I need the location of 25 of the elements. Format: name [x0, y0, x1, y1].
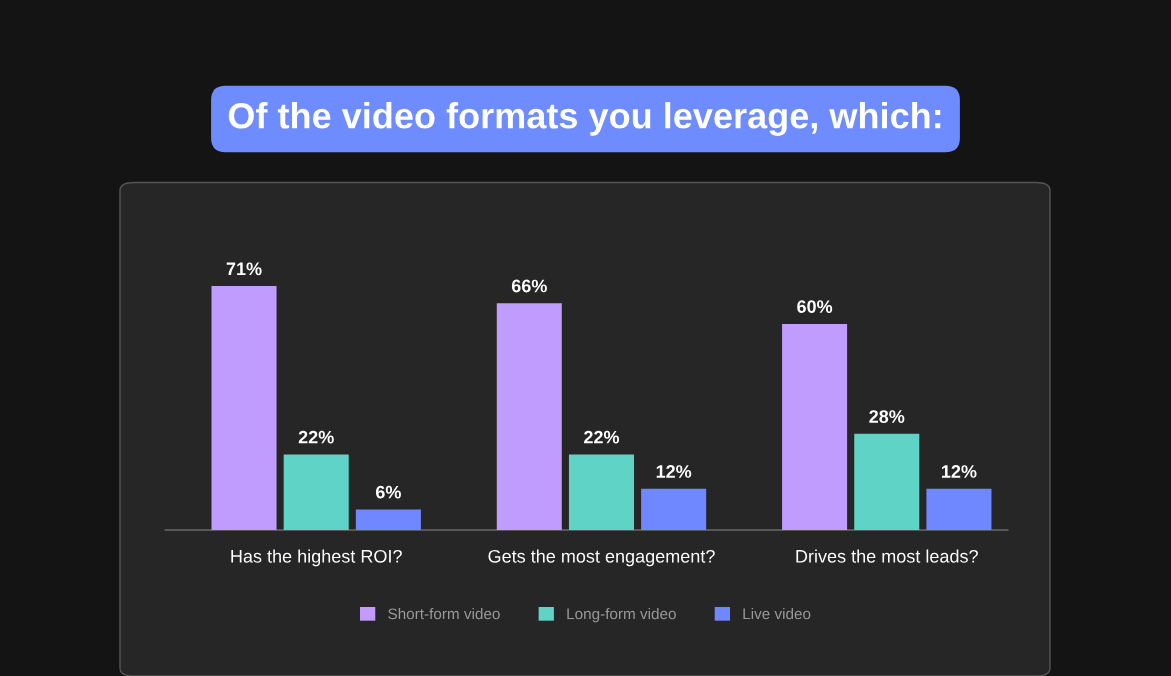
bar: [782, 323, 848, 530]
x-tick-label: Drives the most leads?: [796, 549, 978, 563]
x-tick-label: Gets the most engagement?: [488, 549, 715, 567]
data-label: 12%: [656, 465, 692, 478]
legend-label: Short-form video: [388, 608, 500, 620]
chart-title: Of the video formats you leverage, which:: [228, 102, 941, 136]
data-label: 22%: [584, 430, 620, 444]
bar: [283, 454, 349, 530]
bar: [926, 488, 992, 530]
bar: [854, 433, 920, 530]
bar: [211, 286, 277, 530]
data-label: 22%: [298, 430, 334, 444]
data-label: 71%: [226, 262, 262, 276]
data-label: 28%: [869, 410, 905, 423]
x-tick-label: Has the highest ROI?: [231, 549, 402, 567]
legend-label: Live video: [743, 608, 811, 620]
legend-label: Long-form video: [567, 608, 676, 623]
bar: [568, 454, 634, 530]
data-label: 12%: [942, 465, 977, 478]
bar: [641, 488, 707, 530]
data-label: 60%: [797, 300, 833, 313]
data-label: 66%: [511, 279, 547, 293]
bar: [355, 509, 421, 530]
bar: [496, 303, 562, 530]
data-label: 6%: [375, 485, 401, 499]
